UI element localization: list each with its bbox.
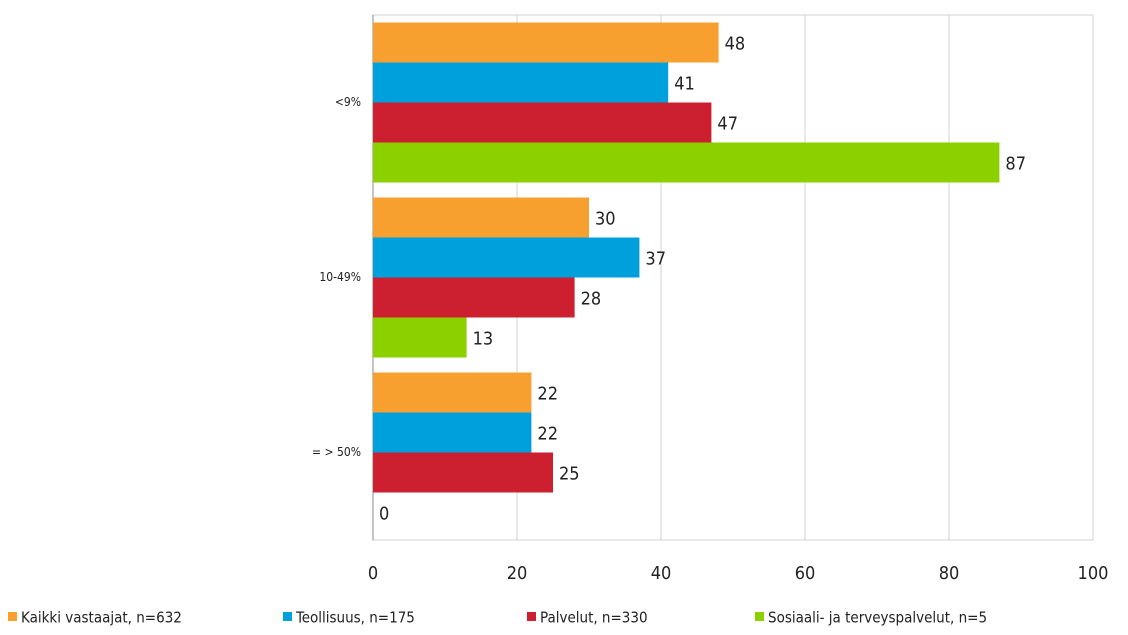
value-label: 25 (559, 464, 580, 485)
value-label: 28 (581, 289, 602, 310)
x-tick-label: 80 (939, 563, 960, 584)
bar (373, 452, 553, 493)
legend-swatch (8, 612, 17, 621)
value-label: 0 (379, 504, 389, 525)
legend-label: Palvelut, n=330 (540, 609, 648, 627)
value-label: 48 (725, 34, 746, 55)
bar (373, 317, 467, 358)
legend-swatch (755, 612, 764, 621)
bar (373, 197, 589, 238)
value-label: 37 (645, 249, 666, 270)
x-tick-label: 20 (507, 563, 528, 584)
x-tick-label: 100 (1078, 563, 1109, 584)
bar (373, 277, 575, 318)
bar (373, 412, 532, 453)
value-label: 30 (595, 209, 616, 230)
value-label: 13 (473, 329, 494, 350)
value-label: 22 (537, 424, 558, 445)
bar (373, 102, 712, 143)
bar (373, 62, 669, 103)
legend-label: Sosiaali- ja terveyspalvelut, n=5 (768, 609, 987, 627)
bar (373, 372, 532, 413)
legend-swatch (283, 612, 292, 621)
legend-label: Teollisuus, n=175 (295, 609, 415, 627)
x-tick-label: 60 (795, 563, 816, 584)
bar (373, 22, 719, 63)
value-label: 22 (537, 384, 558, 405)
value-label: 87 (1005, 154, 1026, 175)
bar (373, 142, 1000, 183)
legend-swatch (527, 612, 536, 621)
x-tick-label: 40 (651, 563, 672, 584)
y-tick-label: 10-49% (319, 270, 361, 284)
y-tick-label: <9% (335, 95, 361, 109)
y-tick-label: = > 50% (312, 445, 361, 459)
bar (373, 237, 640, 278)
value-label: 47 (717, 114, 738, 135)
value-label: 41 (674, 74, 695, 95)
legend-label: Kaikki vastaajat, n=632 (21, 609, 182, 627)
x-tick-label: 0 (368, 563, 378, 584)
